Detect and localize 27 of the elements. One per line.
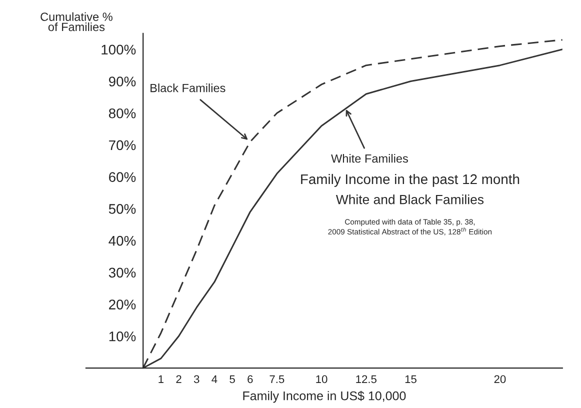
y-tick-label: 60% — [109, 172, 136, 182]
y-tick-label: 30% — [108, 268, 136, 278]
x-tick-label: 4 — [212, 375, 218, 384]
y-tick-label: 20% — [109, 300, 136, 310]
annotation: Black Families — [150, 84, 226, 92]
x-tick-label: 20 — [494, 375, 506, 384]
x-tick-label: 5 — [230, 375, 235, 384]
text: Family Income in the past 12 month — [301, 174, 520, 187]
x-tick-label: 3 — [194, 375, 200, 384]
text: White and Black Families — [336, 194, 484, 204]
x-tick-label: 15 — [405, 375, 416, 384]
y-tick-label: 90% — [108, 76, 136, 86]
y-tick-label: 10% — [109, 331, 136, 342]
y-tick-label: 70% — [109, 140, 136, 150]
y-tick-label: 100% — [102, 44, 136, 55]
x-tick-label: 2 — [176, 375, 182, 384]
x-tick-label: 6 — [248, 375, 253, 384]
y-tick-label: 40% — [108, 236, 136, 246]
x-tick-label: 12.5 — [356, 375, 376, 384]
y-tick-label: 80% — [108, 108, 136, 118]
x-axis-title: Family Income in US$ 10,000 — [243, 390, 406, 403]
x-tick-label: 10 — [316, 375, 328, 384]
x-tick-label: 7.5 — [270, 375, 284, 384]
annotation: White Families — [331, 154, 408, 163]
y-tick-label: 50% — [108, 204, 136, 214]
x-tick-label: 1 — [158, 375, 164, 384]
y-axis-title: Cumulative % of Families — [40, 12, 112, 32]
